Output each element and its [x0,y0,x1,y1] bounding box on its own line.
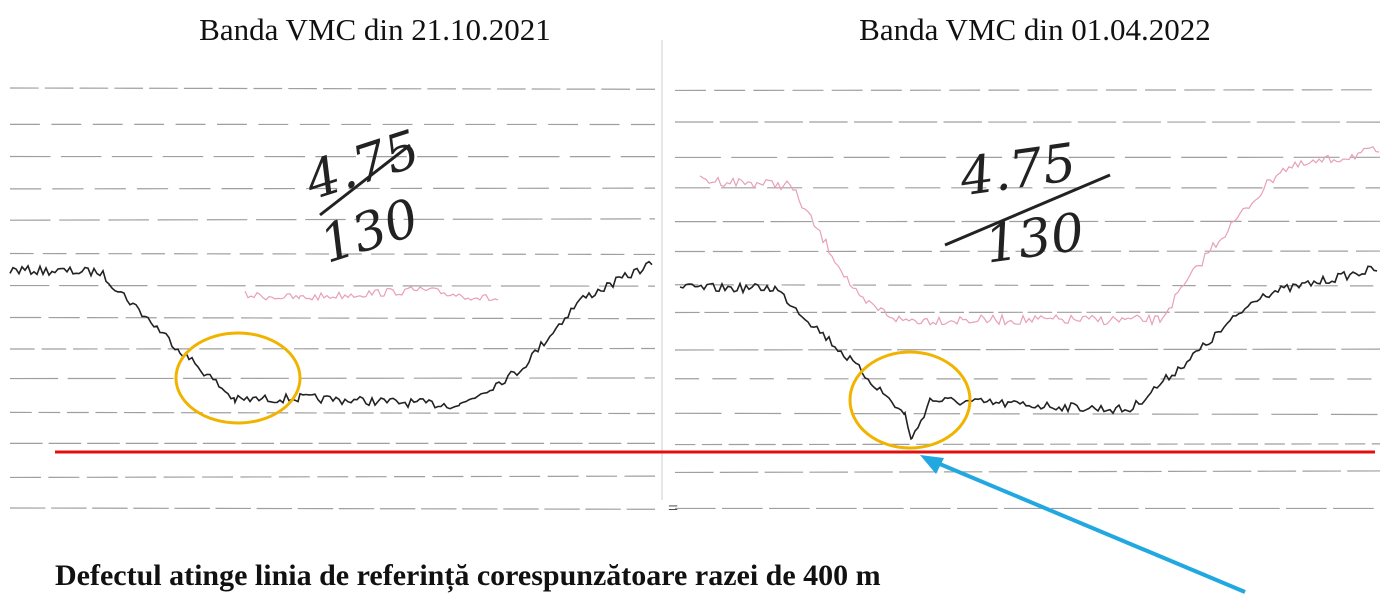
note-stroke [944,173,1111,247]
paper-line [674,284,1380,287]
paper-line [9,347,656,350]
paper-line [674,470,1380,474]
paper-line [674,412,1380,416]
highlight-circle [174,331,302,425]
paper-line [674,443,1380,446]
highlight-circle [848,350,972,450]
note-stroke [319,143,411,217]
panel-title: Banda VMC din 21.10.2021 [199,12,551,47]
paper-line [9,87,656,90]
panel-title: Banda VMC din 01.04.2022 [859,12,1211,47]
paper-line [674,348,1380,351]
caption: Defectul atinge linia de referință cores… [55,559,881,593]
paper-line [9,252,656,256]
paper-line [9,475,656,479]
handwritten-note: 130 [981,202,1088,275]
trace [679,265,1378,441]
paper-line [9,377,656,380]
paper-line [9,411,656,415]
paper-line [9,187,656,190]
paper-line [9,316,656,320]
paper-line [9,284,656,287]
trace [9,260,653,410]
trace [244,286,499,302]
paper-line [674,89,1380,92]
mark: = [668,498,678,518]
arrow [934,460,1246,594]
paper-line [9,218,656,221]
chart-paper-lines [9,87,1380,510]
trace [699,145,1380,327]
arrow-head [920,455,944,474]
paper-line [9,507,656,510]
traces [9,145,1380,441]
